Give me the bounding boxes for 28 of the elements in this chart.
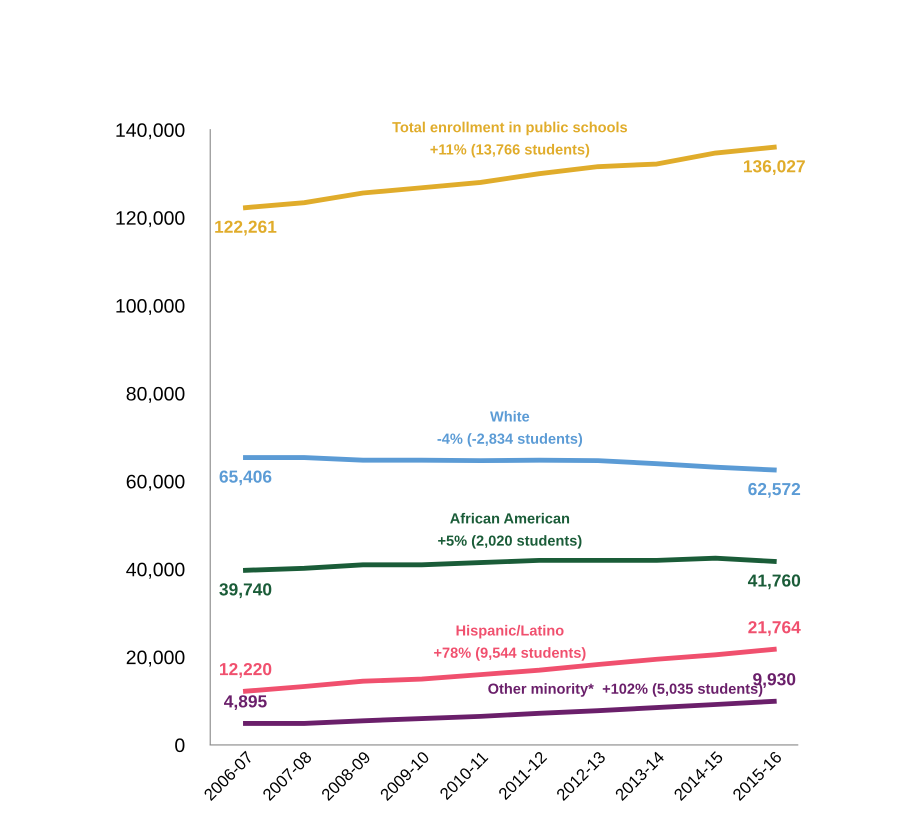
y-tick-label: 40,000	[126, 562, 184, 579]
series-label: Other minority*	[488, 683, 594, 697]
data-label: 65,406	[220, 470, 272, 486]
data-label: 12,220	[220, 663, 272, 678]
line-series	[243, 455, 777, 472]
data-label: 21,764	[748, 621, 801, 636]
data-label: 62,572	[748, 482, 800, 498]
text: Total enrollment in public schools	[392, 122, 628, 136]
data-label: 41,760	[748, 574, 800, 590]
y-tick-label: 120,000	[116, 211, 184, 228]
annotation: +78% (9,544 students)	[434, 647, 586, 661]
text: African American	[450, 512, 570, 524]
text: Hispanic/Latino	[456, 624, 564, 639]
y-tick-label: 140,000	[116, 123, 184, 140]
line-series	[243, 556, 777, 573]
data-label: 4,895	[224, 695, 267, 710]
y-tick-label: 20,000	[126, 650, 184, 667]
data-label: 122,261	[215, 220, 276, 236]
y-tick-label: 60,000	[126, 474, 184, 491]
y-tick-label: 0	[175, 738, 184, 752]
annotation: +11% (13,766 students)	[430, 144, 590, 158]
data-label: 39,740	[219, 583, 272, 598]
y-tick-label: 80,000	[126, 386, 184, 403]
annotation: +5% (2,020 students)	[438, 535, 582, 549]
text: White	[490, 410, 530, 422]
data-label: 136,027	[744, 160, 805, 175]
y-tick-label: 100,000	[116, 298, 184, 316]
annotation: -4% (-2,834 students)	[438, 433, 582, 447]
